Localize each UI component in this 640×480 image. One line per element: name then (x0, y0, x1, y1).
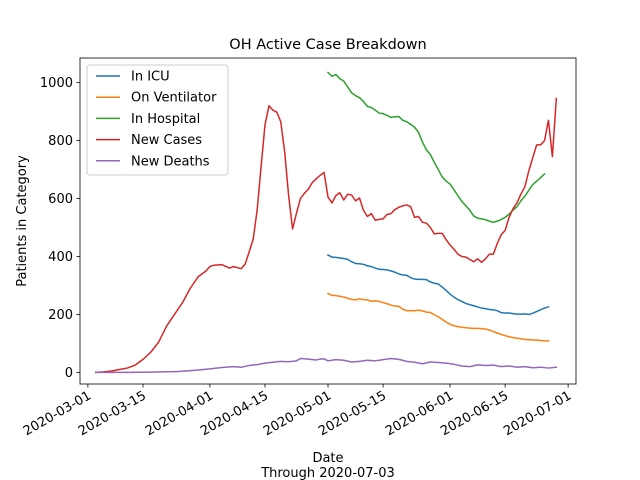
chart-title: OH Active Case Breakdown (229, 37, 426, 53)
legend-items: In ICU On Ventilator In Hospital New Cases N… (96, 70, 217, 169)
series-layer (94, 71, 558, 374)
series-line-4 (95, 357, 558, 374)
legend-label-3: New Cases (131, 133, 202, 148)
x-axis-subtitle: Through 2020-07-03 (260, 466, 395, 480)
legend-label-1: On Ventilator (131, 91, 217, 106)
y-axis-ticks: 0 200 400 600 800 1000 (40, 76, 80, 381)
x-tick-label: 2020-07-01 (501, 388, 574, 439)
y-axis-title: Patients in Category (15, 155, 30, 287)
series-line-0 (326, 254, 550, 316)
x-axis-title: Date (312, 451, 343, 466)
series-line-2 (326, 71, 546, 224)
y-tick-label: 400 (48, 250, 73, 265)
legend-label-4: New Deaths (131, 154, 210, 169)
legend-label-2: In Hospital (131, 112, 200, 127)
legend-label-0: In ICU (131, 70, 170, 85)
y-tick-label: 0 (65, 366, 73, 381)
series-line-3 (94, 97, 558, 374)
legend-box (86, 64, 229, 176)
y-tick-label: 1000 (40, 76, 73, 91)
y-tick-label: 200 (48, 308, 73, 323)
legend: In ICU On Ventilator In Hospital New Cases N… (86, 64, 229, 176)
x-axis-ticks: 2020-03-012020-03-152020-04-012020-04-15… (21, 384, 574, 439)
y-tick-label: 800 (48, 134, 73, 149)
series-line-1 (327, 292, 550, 342)
y-tick-label: 600 (48, 192, 73, 207)
